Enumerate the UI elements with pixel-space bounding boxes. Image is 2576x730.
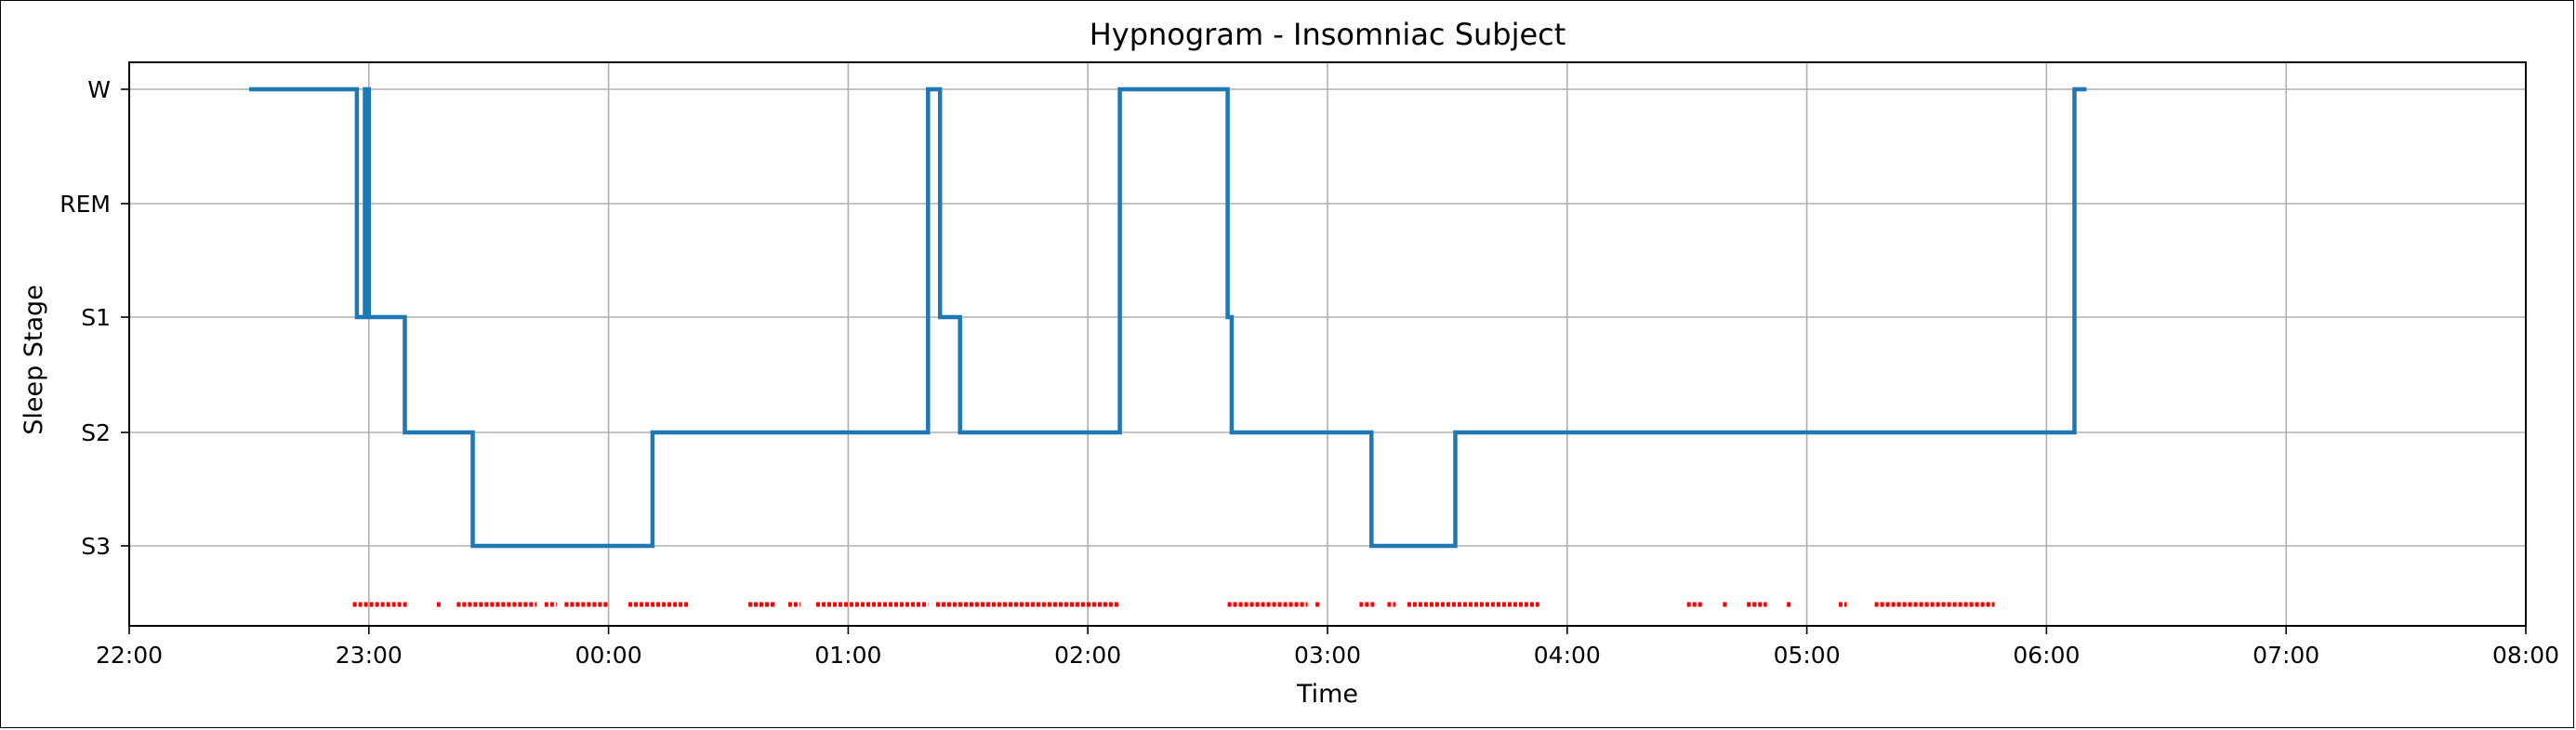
x-tick-label: 06:00 — [2013, 642, 2080, 669]
stage-line-group — [248, 86, 2087, 549]
y-tick-label: W — [87, 76, 111, 103]
y-tick-label: S2 — [81, 419, 111, 446]
x-tick-label: 05:00 — [1774, 642, 1841, 669]
y-axis-label: Sleep Stage — [20, 285, 48, 435]
x-tick-label: 08:00 — [2492, 642, 2559, 669]
x-tick-label: 07:00 — [2252, 642, 2319, 669]
x-tick-label: 01:00 — [814, 642, 881, 669]
x-tick-label: 22:00 — [96, 642, 163, 669]
y-tick-label: REM — [59, 191, 111, 218]
y-tick-label: S3 — [81, 533, 111, 560]
x-tick-label: 04:00 — [1534, 642, 1601, 669]
x-tick-label: 03:00 — [1294, 642, 1361, 669]
y-tick-label: S1 — [81, 304, 111, 331]
x-axis-label: Time — [1296, 680, 1358, 709]
sleep-stage-line — [248, 86, 2087, 549]
grid-lines — [128, 62, 2527, 626]
axis-ticks: 22:00 23:00 00:00 01:00 02:00 03:00 04:00 05:00… — [59, 76, 2559, 669]
chart-title: Hypnogram - Insomniac Subject — [1090, 17, 1566, 52]
x-tick-label: 00:00 — [575, 642, 642, 669]
x-tick-label: 23:00 — [336, 642, 403, 669]
x-tick-label: 02:00 — [1054, 642, 1121, 669]
